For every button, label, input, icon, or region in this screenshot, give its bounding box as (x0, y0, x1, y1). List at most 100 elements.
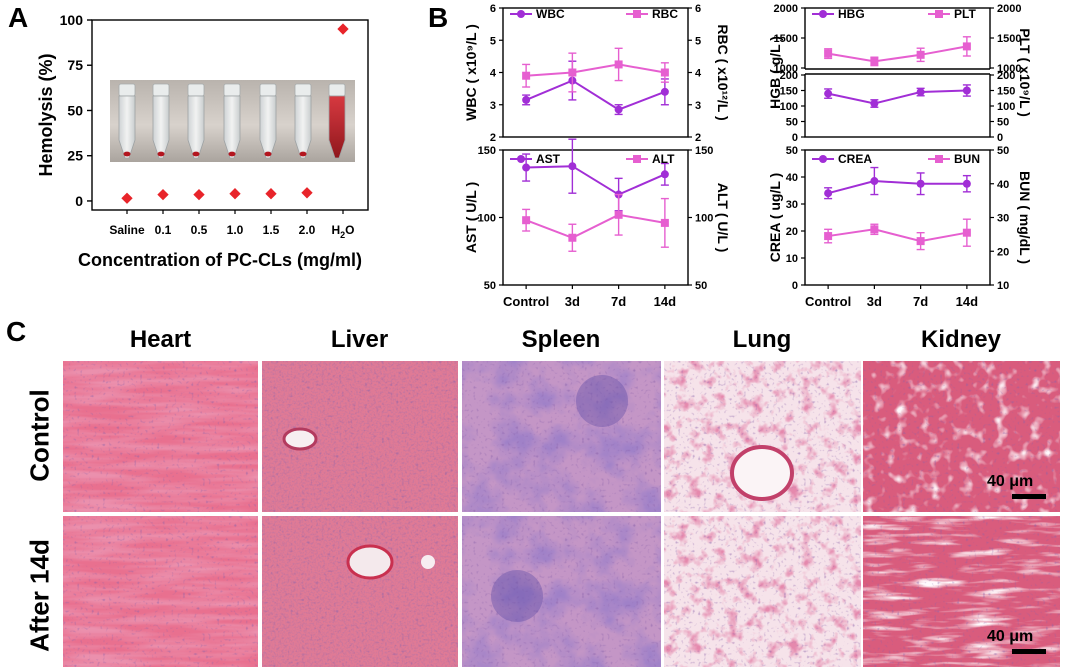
col-label-liver: Liver (330, 326, 389, 353)
tube-body (118, 95, 136, 159)
data-point (870, 177, 879, 186)
data-point (614, 210, 623, 219)
legend-marker (935, 10, 943, 18)
series-line-alt (525, 213, 666, 239)
tube-cap (328, 83, 346, 97)
tissue-texture (462, 516, 661, 667)
left-axis-title: HGB ( g/L ) (767, 36, 783, 109)
series-line-rbc (526, 63, 666, 77)
x-tick-label: Saline (109, 223, 145, 237)
x-tick-label: 14d (956, 294, 978, 309)
histology-kidney-after-14d (863, 516, 1060, 667)
panel-letter-a: A (8, 2, 29, 33)
bronchiole (730, 445, 794, 501)
right-tick-label: 150 (695, 145, 713, 157)
x-axis-title: Concentration of PC-CLs (mg/ml) (78, 250, 362, 270)
left-tick-label: 0 (792, 132, 798, 144)
right-tick-label: 0 (997, 132, 1003, 144)
legend-label: ALT (652, 152, 675, 166)
nuclei-pattern (63, 361, 258, 512)
histology-kidney-control (863, 361, 1060, 512)
legend-label: PLT (954, 7, 976, 21)
left-tick-label: 150 (780, 86, 798, 98)
tube-cap (118, 83, 136, 97)
ast-alt-chart: 50 100 150 50 100 150 Control 3d 7d 14d AST ALT AST … (463, 138, 731, 309)
col-label-heart: Heart (129, 326, 192, 353)
axis-break (800, 69, 996, 74)
tissue-texture (262, 516, 458, 667)
left-tick-label: 20 (786, 226, 798, 238)
right-tick-label: 40 (997, 179, 1009, 191)
y-axis-title: Hemolysis (%) (36, 53, 56, 176)
y-tick-label: 25 (67, 148, 83, 164)
x-tick-label: 0.5 (191, 223, 208, 237)
tube-body (223, 95, 241, 159)
legend-label: BUN (954, 152, 980, 166)
tube-cap (223, 83, 241, 97)
left-tick-label: 50 (484, 280, 496, 292)
data-point (193, 188, 205, 201)
hgb-plt-chart: 0501001502001000150020000501001502001000… (767, 3, 1033, 144)
tube-cap (294, 83, 312, 97)
histology-heart-after-14d (63, 516, 258, 667)
data-point (870, 57, 879, 66)
right-tick-label: 1000 (997, 63, 1021, 75)
right-axis-title: BUN ( mg/dL ) (1017, 171, 1033, 264)
tube-cap (259, 83, 277, 97)
data-point (824, 189, 833, 198)
data-point (824, 89, 833, 98)
left-tick-label: 10 (786, 253, 798, 265)
left-tick-label: 200 (780, 70, 798, 82)
scale-bar-label-1: 40 μm (987, 473, 1034, 490)
y-tick-label: 50 (67, 102, 83, 118)
y-tick-label: 0 (75, 193, 83, 209)
left-tick-label: 0 (792, 280, 798, 292)
col-label-kidney: Kidney (920, 326, 1001, 353)
tube-body (152, 95, 170, 159)
left-tick-label: 30 (786, 199, 798, 211)
tubes-photo (110, 80, 355, 162)
tissue-texture (664, 361, 861, 512)
tissue-texture (664, 516, 861, 667)
tissue-texture (262, 361, 458, 512)
vessel (346, 544, 394, 580)
right-tick-label: 200 (997, 70, 1015, 82)
right-tick-label: 5 (695, 35, 701, 47)
left-tick-label: 3 (490, 100, 496, 112)
plot-frame (804, 149, 991, 286)
right-tick-label: 1500 (997, 33, 1021, 45)
x-tick-label: Control (503, 294, 549, 309)
tissue-texture (63, 361, 258, 512)
series-line-hbg (827, 89, 967, 105)
right-tick-label: 100 (997, 101, 1015, 113)
legend-label: AST (536, 152, 561, 166)
tube-body (259, 95, 277, 159)
nuclei-pattern (863, 516, 1060, 667)
data-point (962, 228, 971, 237)
tube-body (294, 95, 312, 159)
data-point (870, 225, 879, 234)
tissue-texture (863, 516, 1060, 667)
right-tick-label: 10 (997, 280, 1009, 292)
histology-heart-control (63, 361, 258, 512)
data-point (522, 216, 531, 225)
data-point (660, 68, 669, 77)
data-point (824, 232, 833, 241)
x-tick-label: 7d (913, 294, 928, 309)
histology-liver-control (262, 361, 458, 512)
left-tick-label: 1000 (774, 63, 798, 75)
series-line-crea (827, 180, 967, 195)
left-tick-label: 2000 (774, 3, 798, 15)
plot-frame (502, 149, 689, 286)
tube-body (187, 95, 205, 159)
tissue-texture (462, 361, 661, 512)
x-tick-label: 0.1 (155, 223, 172, 237)
central-vein (282, 427, 318, 451)
right-tick-label: 6 (695, 3, 701, 15)
tube-cap (152, 83, 170, 97)
nuclei-pattern (63, 516, 258, 667)
plot-frame (91, 19, 369, 211)
right-tick-label: 150 (997, 86, 1015, 98)
data-point (522, 71, 531, 80)
right-tick-label: 20 (997, 246, 1009, 258)
